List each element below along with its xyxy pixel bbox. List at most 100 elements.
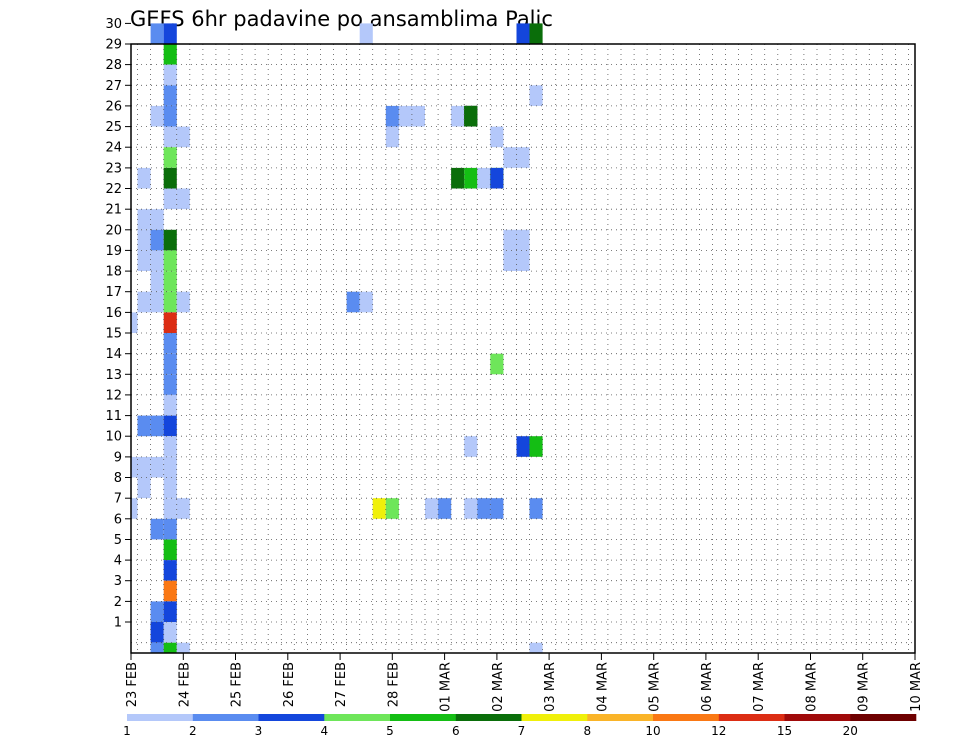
y-tick-label: 17: [105, 285, 122, 300]
heatmap-cell: [451, 105, 465, 127]
y-tick-label: 10: [105, 430, 122, 445]
heatmap-cell: [150, 23, 164, 44]
legend-label: 5: [386, 724, 394, 738]
x-axis: 23 FEB 24 FEB 25 FEB 26 FEB 27 FEB 28 FEB 01 M…: [125, 653, 924, 712]
heatmap-cell: [529, 642, 543, 653]
heatmap-cell: [163, 188, 177, 210]
y-tick-label: 19: [105, 244, 122, 259]
legend-label: 15: [777, 724, 792, 738]
heatmap-cell: [464, 498, 478, 519]
legend-swatch: [784, 714, 851, 721]
heatmap-cell: [163, 539, 177, 561]
legend-swatch: [653, 714, 719, 721]
heatmap-cell: [163, 353, 177, 375]
y-tick-label: 14: [105, 347, 122, 362]
x-tick-label: 28 FEB: [386, 662, 401, 707]
heatmap-cell: [137, 229, 151, 251]
heatmap-cell: [163, 518, 177, 540]
heatmap-cell: [131, 498, 138, 519]
heatmap-cell: [516, 229, 530, 251]
legend-swatch: [587, 714, 654, 721]
legend-label: 6: [452, 724, 460, 738]
y-tick-label: 21: [105, 203, 122, 218]
legend-label: 7: [518, 724, 526, 738]
heatmap-cell: [529, 85, 543, 106]
heatmap-cell: [163, 250, 177, 271]
legend-label: 2: [189, 724, 197, 738]
heatmap-cell: [137, 477, 151, 499]
y-tick-label: 3: [114, 574, 122, 589]
heatmap-cell: [150, 209, 164, 230]
y-tick-label: 30: [105, 17, 122, 32]
legend-label: 10: [645, 724, 660, 738]
y-tick-label: 28: [105, 58, 122, 73]
heatmap-cell: [464, 436, 478, 457]
y-tick-label: 15: [105, 327, 122, 342]
heatmap-cell: [464, 105, 478, 127]
heatmap-cell: [137, 209, 151, 230]
heatmap-cell: [137, 415, 151, 437]
heatmap-cell: [529, 498, 543, 519]
heatmap-cell: [176, 188, 190, 210]
y-tick-label: 8: [114, 471, 122, 486]
plot-frame: [130, 43, 916, 654]
x-tick-label: 05 MAR: [648, 662, 663, 712]
x-tick-label: 10 MAR: [909, 662, 924, 712]
heatmap-cell: [529, 436, 543, 457]
heatmap-cell: [516, 147, 530, 168]
legend: 1 2 3 4 5 6 7 8 10 12 15 20: [123, 714, 917, 738]
heatmap-cell: [163, 580, 177, 602]
x-tick-label: 24 FEB: [177, 662, 192, 707]
x-tick-label: 26 FEB: [282, 662, 297, 707]
y-tick-label: 20: [105, 223, 122, 238]
heatmap-cell: [516, 23, 530, 44]
heatmap-cell: [346, 291, 360, 313]
y-tick-label: 2: [114, 595, 122, 610]
heatmap-cell: [503, 229, 517, 251]
heatmap-cell: [438, 498, 452, 519]
y-tick-label: 24: [105, 141, 122, 156]
y-tick-label: 26: [105, 99, 122, 114]
heatmap-cell: [163, 64, 177, 86]
chart-title: GEFS 6hr padavine po ansamblima Palic: [130, 7, 553, 31]
y-tick-label: 18: [105, 265, 122, 280]
legend-swatch: [850, 714, 917, 721]
heatmap-cell: [529, 23, 543, 44]
heatmap-cell: [150, 518, 164, 540]
legend-swatch: [258, 714, 325, 721]
heatmap-cell: [163, 23, 177, 44]
heatmap-cell: [137, 456, 151, 478]
cells-layer: [131, 23, 543, 653]
heatmap-cell: [163, 291, 177, 313]
legend-label: 1: [123, 724, 131, 738]
y-tick-label: 1: [114, 616, 122, 631]
heatmap-cell: [163, 477, 177, 499]
heatmap-cell: [163, 436, 177, 457]
legend-swatch: [521, 714, 588, 721]
legend-swatch: [324, 714, 391, 721]
y-tick-label: 25: [105, 120, 122, 135]
heatmap-cell: [150, 250, 164, 271]
heatmap-cell: [163, 44, 177, 65]
heatmap-cell: [385, 105, 399, 127]
heatmap-cell: [503, 147, 517, 168]
y-tick-label: 7: [114, 492, 122, 507]
heatmap-cell: [163, 560, 177, 581]
heatmap-cell: [150, 229, 164, 251]
heatmap-cell: [163, 394, 177, 416]
y-tick-label: 12: [105, 388, 122, 403]
heatmap-cell: [477, 167, 491, 189]
x-tick-label: 06 MAR: [700, 662, 715, 712]
heatmap-cell: [163, 415, 177, 437]
x-tick-label: 04 MAR: [595, 662, 610, 712]
x-tick-label: 23 FEB: [125, 662, 140, 707]
heatmap-cell: [131, 312, 138, 333]
heatmap-cell: [163, 601, 177, 622]
legend-label: 20: [843, 724, 858, 738]
y-tick-label: 13: [105, 368, 122, 383]
heatmap-cell: [163, 147, 177, 168]
y-tick-label: 6: [114, 512, 122, 527]
heatmap-cell: [490, 126, 504, 148]
legend-label: 12: [711, 724, 726, 738]
